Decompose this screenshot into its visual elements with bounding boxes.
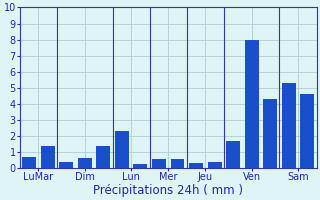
X-axis label: Précipitations 24h ( mm ): Précipitations 24h ( mm ) <box>93 184 243 197</box>
Bar <box>152 159 166 168</box>
Bar <box>245 40 259 168</box>
Bar <box>133 164 147 168</box>
Bar <box>282 83 296 168</box>
Bar <box>96 146 110 168</box>
Bar <box>300 94 314 168</box>
Bar <box>263 99 277 168</box>
Bar <box>115 131 129 168</box>
Bar <box>59 162 73 168</box>
Bar <box>171 159 184 168</box>
Bar <box>22 157 36 168</box>
Bar <box>189 163 203 168</box>
Bar <box>226 141 240 168</box>
Bar <box>41 146 55 168</box>
Bar <box>208 162 221 168</box>
Bar <box>78 158 92 168</box>
